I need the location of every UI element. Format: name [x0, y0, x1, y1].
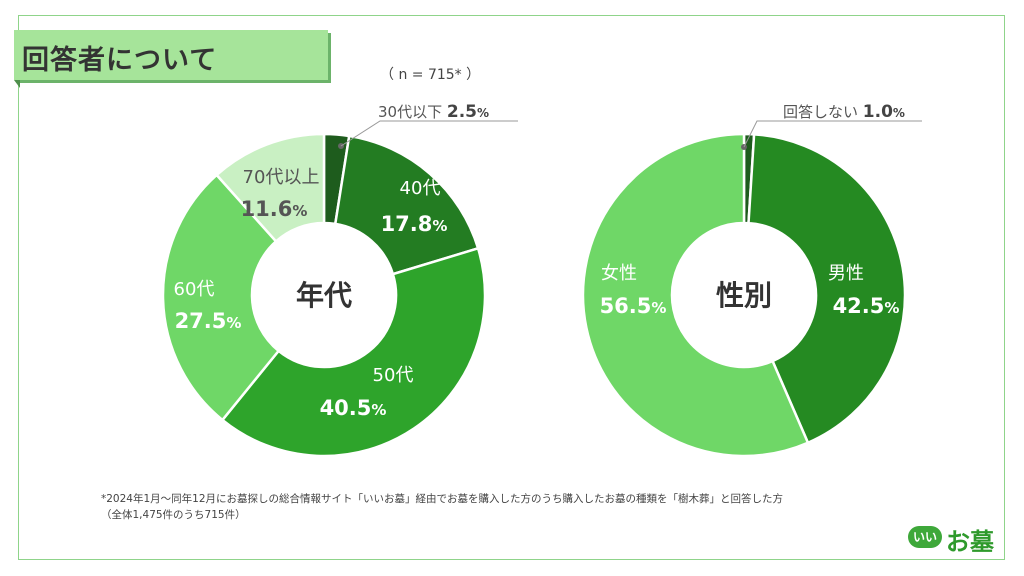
percent-sign: % — [371, 401, 386, 419]
slice-value-label: 42.5% — [833, 294, 900, 318]
slice-value: 11.6 — [241, 197, 293, 221]
percent-sign: % — [884, 299, 899, 317]
callout-leader-line — [743, 120, 922, 148]
footnote-line-1: *2024年1月～同年12月にお墓探しの総合情報サイト「いいお墓」経由でお墓を購… — [101, 493, 784, 505]
percent-sign: % — [432, 217, 447, 235]
percent-sign: % — [292, 202, 307, 220]
donut-slice — [220, 246, 487, 458]
percent-sign: % — [226, 314, 241, 332]
slice-value: 40.5 — [320, 396, 372, 420]
donut-center-label: 年代 — [296, 279, 352, 312]
donut-slice — [747, 132, 907, 445]
slice-category-label: 60代 — [174, 279, 215, 300]
slice-value-label: 17.8% — [381, 212, 448, 236]
slice-label: 回答しない 1.0% — [783, 102, 905, 122]
slice-value-label: 2.5 — [447, 102, 477, 122]
page-title: 回答者について — [22, 45, 218, 76]
slice-category-label: 男性 — [828, 263, 864, 284]
sample-size-note: （ n = 715* ） — [380, 67, 481, 83]
slice-value: 27.5 — [175, 309, 227, 333]
slice-value: 56.5 — [600, 294, 652, 318]
slice-category-label: 70代以上 — [243, 167, 320, 188]
percent-sign: % — [651, 299, 666, 317]
slice-value-label: 27.5% — [175, 309, 242, 333]
slice-value: 42.5 — [833, 294, 885, 318]
slice-value: 17.8 — [381, 212, 433, 236]
slice-value-label: 1.0 — [863, 102, 893, 122]
slice-value-label: 56.5% — [600, 294, 667, 318]
footnote-line-2: （全体1,475件のうち715件） — [101, 509, 246, 521]
slice-category-label: 30代以下 — [378, 103, 447, 121]
slice-value-label: 40.5% — [320, 396, 387, 420]
gender-donut-chart: 性別 回答しない 1.0% 男性 42.5% 女性 56.5% — [581, 102, 922, 458]
slice-category-label: 女性 — [601, 263, 637, 284]
donut-slice — [214, 132, 326, 244]
percent-sign: % — [477, 106, 489, 120]
logo-badge: いい — [908, 526, 942, 548]
slice-label: 30代以下 2.5% — [378, 102, 489, 122]
donut-center-label: 性別 — [716, 279, 772, 312]
slice-value-label: 11.6% — [241, 197, 308, 221]
logo-text: お墓 — [946, 528, 994, 556]
donut-slice — [581, 132, 810, 458]
donut-slice — [333, 134, 480, 276]
slide-frame — [18, 15, 1005, 560]
title-box-corner — [14, 80, 20, 88]
donut-slice — [161, 173, 281, 422]
percent-sign: % — [893, 106, 905, 120]
slice-category-label: 40代 — [400, 178, 441, 199]
title-box — [14, 30, 328, 80]
slice-category-label: 50代 — [373, 365, 414, 386]
slice-category-label: 回答しない — [783, 103, 863, 121]
callout-leader-line — [340, 120, 518, 147]
